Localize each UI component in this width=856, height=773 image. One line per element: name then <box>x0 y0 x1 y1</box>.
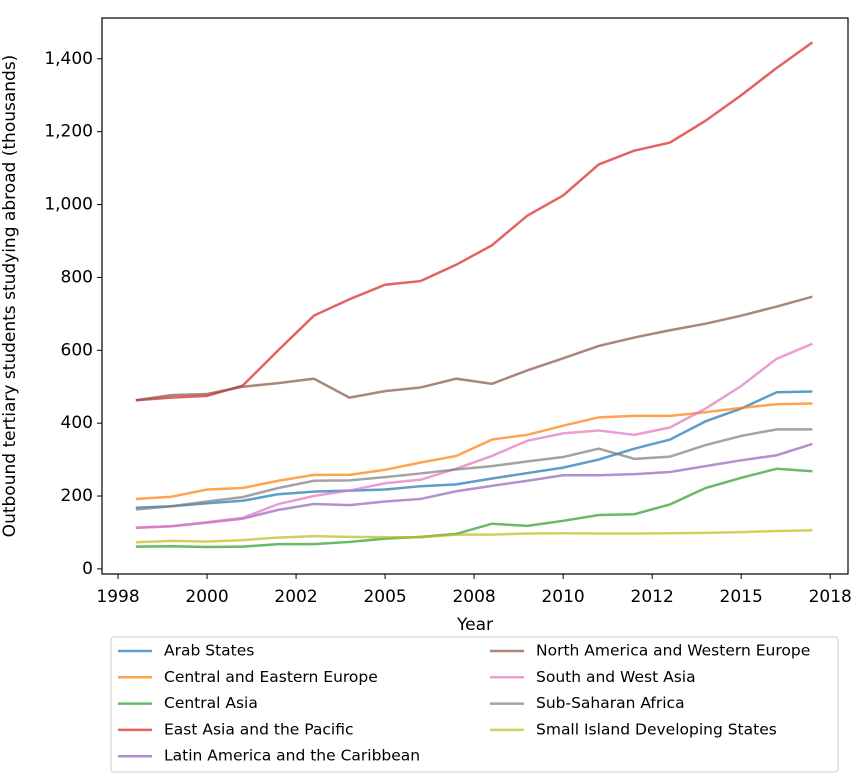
x-tick-label: 2008 <box>452 587 495 607</box>
x-tick-label: 1998 <box>96 587 139 607</box>
series-line <box>135 41 814 402</box>
series-line <box>135 442 813 529</box>
x-tick-label: 2005 <box>363 587 406 607</box>
x-tick-label: 2002 <box>274 587 317 607</box>
legend-label: Small Island Developing States <box>536 720 777 738</box>
plot-frame <box>101 17 849 575</box>
y-tick-label: 200 <box>61 486 93 506</box>
y-tick-label: 1,200 <box>44 122 93 142</box>
legend-label: South and West Asia <box>536 668 696 686</box>
series-line <box>135 467 813 549</box>
series-line <box>135 428 813 511</box>
legend-label: Latin America and the Caribbean <box>164 747 420 765</box>
series-line <box>135 402 813 501</box>
legend-label: North America and Western Europe <box>536 642 810 660</box>
x-tick-label: 2012 <box>631 587 674 607</box>
legend-label: Sub-Saharan Africa <box>536 694 685 712</box>
series-line <box>135 529 813 544</box>
y-tick-label: 600 <box>61 340 93 360</box>
x-tick-label: 2010 <box>541 587 584 607</box>
y-tick-label: 1,400 <box>44 49 93 69</box>
x-tick-label: 2000 <box>185 587 228 607</box>
legend-label: East Asia and the Pacific <box>164 720 354 738</box>
legend-label: Arab States <box>164 642 254 660</box>
legend: Arab States Central and Eastern Europe Cen… <box>118 642 810 765</box>
series-line <box>135 390 813 509</box>
legend-label: Central and Eastern Europe <box>164 668 378 686</box>
y-tick-label: 800 <box>61 267 93 287</box>
x-tick-label: 2018 <box>809 587 852 607</box>
x-axis-label: Year <box>456 615 493 635</box>
x-tick-label: 2015 <box>720 587 763 607</box>
y-tick-label: 400 <box>61 413 93 433</box>
legend-box <box>110 636 839 773</box>
series-line <box>135 342 813 529</box>
y-tick-label: 0 <box>82 559 93 579</box>
y-axis-label: Outbound tertiary students studying abro… <box>0 55 20 538</box>
series-line <box>135 295 813 402</box>
y-tick-label: 1,000 <box>44 195 93 215</box>
legend-label: Central Asia <box>164 694 258 712</box>
